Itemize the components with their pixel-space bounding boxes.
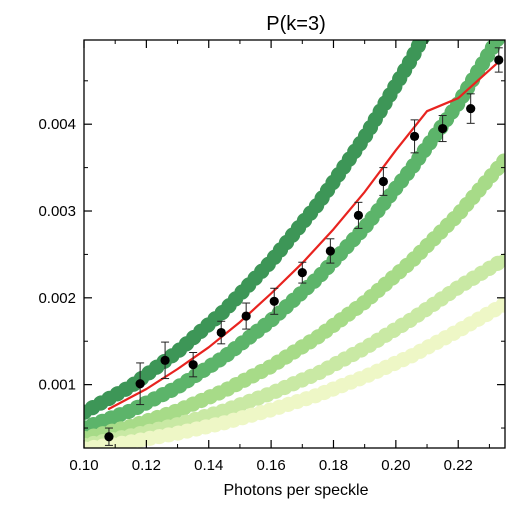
x-tick-label: 0.22 <box>444 457 473 474</box>
model-band-core-5 <box>84 298 505 448</box>
plot-frame <box>83 39 506 449</box>
chart-title: P(k=3) <box>266 13 325 35</box>
data-point-13 <box>438 115 448 143</box>
point-marker <box>241 311 251 321</box>
model-band-core-4 <box>84 253 505 448</box>
point-marker <box>160 355 170 365</box>
data-point-14 <box>466 93 476 124</box>
data-point-12 <box>409 119 420 154</box>
data-point-10 <box>353 201 364 229</box>
data-point-11 <box>378 167 388 196</box>
point-marker <box>297 268 307 278</box>
point-marker <box>135 379 145 389</box>
y-tick-label: 0.002 <box>38 290 76 307</box>
data-point-3 <box>160 341 170 380</box>
data-point-6 <box>241 302 251 330</box>
point-marker <box>409 131 420 141</box>
x-tick-label: 0.10 <box>69 457 98 474</box>
model-band-core-1 <box>84 40 428 418</box>
point-marker <box>378 176 388 187</box>
point-marker <box>353 210 364 220</box>
data-point-9 <box>325 238 335 264</box>
data-point-2 <box>135 362 145 406</box>
data-point-15 <box>494 47 504 73</box>
data-point-5 <box>216 320 226 345</box>
y-tick-label: 0.001 <box>38 377 76 394</box>
point-marker <box>494 55 504 65</box>
x-axis-title: Photons per speckle <box>224 482 369 499</box>
y-axis: 0.001 0.002 0.003 0.004 <box>38 80 505 429</box>
data-point-7 <box>269 287 279 315</box>
point-marker <box>466 103 476 114</box>
point-marker <box>188 360 198 370</box>
x-tick-label: 0.18 <box>319 457 348 474</box>
point-marker <box>104 432 114 442</box>
model-bands <box>84 40 505 448</box>
point-marker <box>216 327 226 338</box>
model-band-core-2 <box>84 40 504 434</box>
point-marker <box>325 246 335 256</box>
data-point-4 <box>188 352 198 378</box>
data-point-1 <box>104 427 114 446</box>
x-tick-label: 0.14 <box>194 457 223 474</box>
model-band-core-3 <box>84 154 505 444</box>
y-tick-label: 0.003 <box>38 203 76 220</box>
x-axis: 0.10 0.12 0.14 0.16 0.18 0.20 0.22 <box>69 40 490 474</box>
point-marker <box>269 296 279 306</box>
y-tick-label: 0.004 <box>38 116 76 133</box>
data-point-8 <box>297 261 307 284</box>
x-tick-label: 0.16 <box>257 457 286 474</box>
point-marker <box>438 123 448 134</box>
x-tick-label: 0.20 <box>381 457 410 474</box>
data-points <box>104 47 504 446</box>
x-tick-label: 0.12 <box>132 457 161 474</box>
